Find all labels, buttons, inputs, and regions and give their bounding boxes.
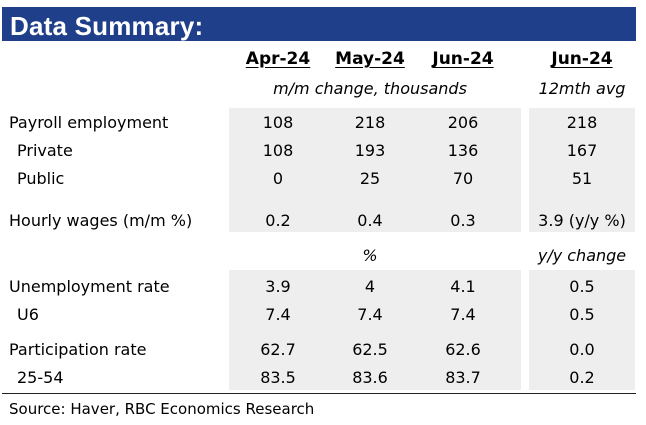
cell-wages-jun: 0.3 — [450, 211, 476, 230]
row-label-payroll: Payroll employment — [9, 113, 169, 132]
row-label-private: Private — [17, 141, 73, 160]
row-label-u6: U6 — [17, 305, 39, 324]
cell-unemp-apr: 3.9 — [265, 277, 291, 296]
cell-unemp-jun: 4.1 — [450, 277, 476, 296]
cell-part-avg: 0.0 — [569, 340, 595, 359]
cell-public-avg: 51 — [571, 169, 593, 188]
row-label-unemployment: Unemployment rate — [9, 277, 170, 296]
cell-part-apr: 62.7 — [260, 340, 296, 359]
column-header-apr: Apr-24 — [245, 49, 311, 69]
shade-block-1-avg — [529, 108, 635, 232]
cell-u6-jun: 7.4 — [450, 305, 476, 324]
cell-2554-apr: 83.5 — [260, 368, 296, 387]
subheader-pct: % — [362, 246, 378, 265]
cell-2554-avg: 0.2 — [569, 368, 595, 387]
subheader-avg: 12mth avg — [538, 79, 626, 98]
cell-wages-avg: 3.9 (y/y %) — [538, 211, 626, 230]
cell-wages-apr: 0.2 — [265, 211, 291, 230]
column-header-jun-avg: Jun-24 — [551, 49, 613, 69]
cell-part-jun: 62.6 — [445, 340, 481, 359]
cell-private-avg: 167 — [566, 141, 598, 160]
cell-payroll-apr: 108 — [262, 113, 294, 132]
cell-payroll-may: 218 — [354, 113, 386, 132]
cell-public-apr: 0 — [272, 169, 284, 188]
cell-unemp-may: 4 — [364, 277, 376, 296]
row-label-public: Public — [17, 169, 65, 188]
shade-block-2 — [229, 270, 521, 390]
cell-wages-may: 0.4 — [357, 211, 383, 230]
bottom-divider — [2, 393, 636, 394]
row-label-participation: Participation rate — [9, 340, 147, 359]
cell-payroll-avg: 218 — [566, 113, 598, 132]
cell-public-may: 25 — [359, 169, 381, 188]
cell-2554-may: 83.6 — [352, 368, 388, 387]
row-label-hourly-wages: Hourly wages (m/m %) — [9, 211, 193, 230]
cell-u6-apr: 7.4 — [265, 305, 291, 324]
cell-unemp-avg: 0.5 — [569, 277, 595, 296]
cell-u6-avg: 0.5 — [569, 305, 595, 324]
cell-public-jun: 70 — [452, 169, 474, 188]
cell-private-may: 193 — [354, 141, 386, 160]
cell-payroll-jun: 206 — [447, 113, 479, 132]
column-header-jun: Jun-24 — [432, 49, 494, 69]
title-bar — [2, 7, 636, 41]
cell-2554-jun: 83.7 — [445, 368, 481, 387]
row-label-25-54: 25-54 — [17, 368, 64, 387]
shade-block-1 — [229, 108, 521, 232]
subheader-change: m/m change, thousands — [273, 79, 467, 98]
shade-block-2-avg — [529, 270, 635, 390]
page-title: Data Summary: — [10, 11, 204, 41]
cell-u6-may: 7.4 — [357, 305, 383, 324]
cell-part-may: 62.5 — [352, 340, 388, 359]
subheader-yy: y/y change — [537, 246, 627, 265]
source-note: Source: Haver, RBC Economics Research — [9, 400, 315, 418]
column-header-may: May-24 — [335, 49, 405, 69]
cell-private-apr: 108 — [262, 141, 294, 160]
cell-private-jun: 136 — [447, 141, 479, 160]
